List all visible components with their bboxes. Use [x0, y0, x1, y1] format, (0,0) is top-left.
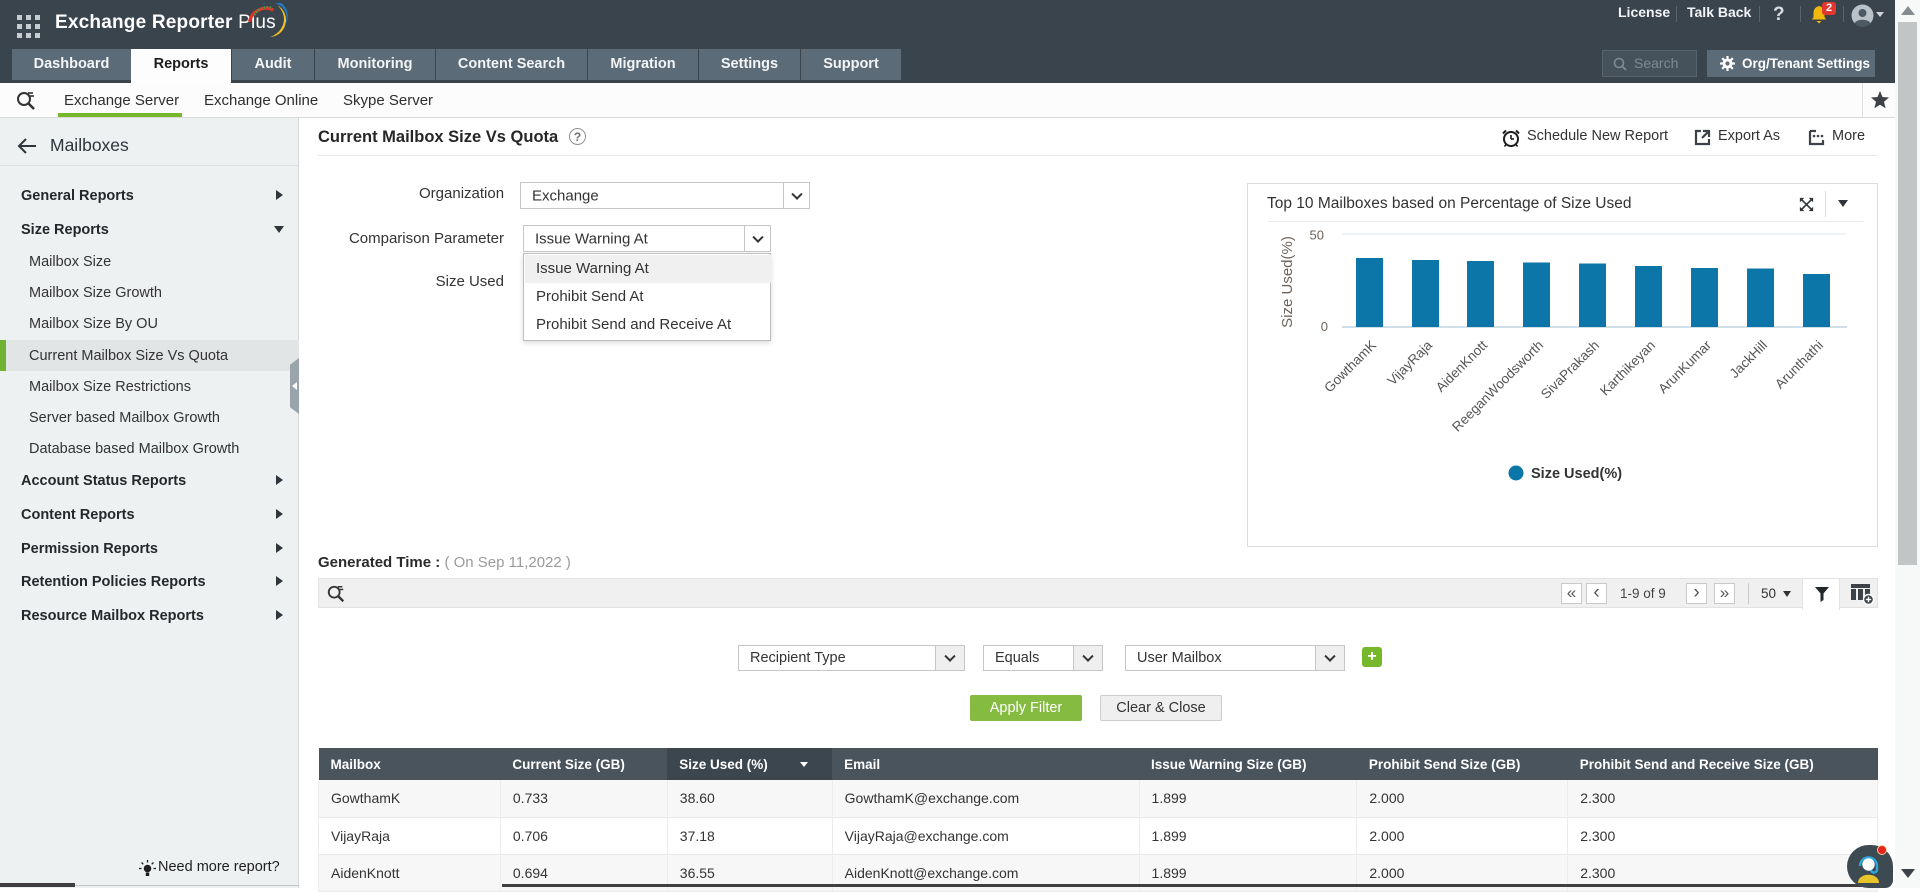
svg-text:VijayRaja: VijayRaja	[1384, 337, 1435, 388]
svg-text:Size Used(%): Size Used(%)	[1279, 236, 1296, 328]
svg-text:SivaPrakash: SivaPrakash	[1538, 338, 1602, 402]
svg-text:GowthamK: GowthamK	[1321, 338, 1379, 396]
svg-text:ArunKumar: ArunKumar	[1655, 337, 1714, 396]
svg-text:AidenKnott: AidenKnott	[1433, 337, 1490, 394]
svg-text:Size Used(%): Size Used(%)	[1531, 466, 1622, 482]
svg-text:Karthikeyan: Karthikeyan	[1597, 338, 1658, 399]
svg-text:JackHill: JackHill	[1727, 338, 1770, 381]
svg-text:Arunthathi: Arunthathi	[1772, 338, 1826, 392]
svg-text:50: 50	[1310, 228, 1324, 243]
svg-text:0: 0	[1321, 319, 1328, 334]
